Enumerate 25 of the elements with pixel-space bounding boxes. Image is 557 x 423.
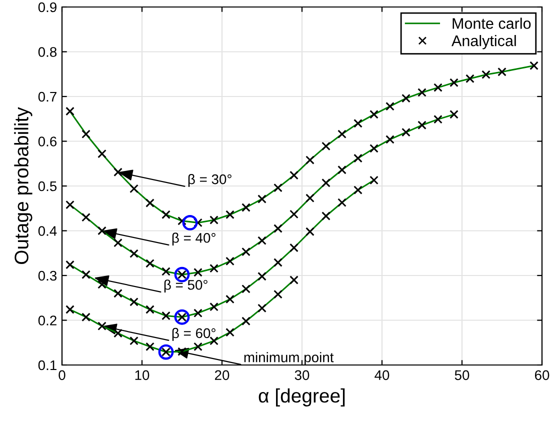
y-tick-label: 0.4 [38, 226, 57, 236]
y-tick-label: 0.1 [38, 360, 56, 370]
legend-label: Monte carlo [452, 18, 531, 29]
x-tick-label: 0 [58, 370, 66, 380]
annotation: β = 40° [172, 232, 216, 246]
x-tick-label: 30 [294, 370, 310, 380]
y-tick-label: 0.7 [38, 92, 56, 102]
x-tick-label: 20 [214, 370, 230, 380]
y-tick-label: 0.3 [38, 270, 57, 281]
y-tick-label: 0.5 [38, 181, 57, 192]
y-tick-label: 0.6 [38, 136, 57, 146]
x-tick-label: 60 [534, 370, 550, 380]
annotation: minimum point [244, 352, 334, 366]
x-tick-label: 10 [135, 370, 150, 380]
annotation: β = 50° [164, 280, 208, 293]
annotation: β = 60° [172, 328, 216, 341]
y-tick-label: 0.8 [38, 47, 57, 57]
y-tick-label: 0.2 [38, 316, 56, 326]
legend-label: Analytical [452, 34, 516, 50]
annotation: β = 30° [188, 174, 232, 187]
x-tick-label: 40 [374, 370, 390, 380]
x-tick-label: 50 [454, 370, 470, 380]
y-axis-title: Outage probability [14, 107, 32, 264]
y-tick-label: 0.9 [38, 2, 56, 12]
x-axis-title: α [degree] [258, 388, 345, 406]
